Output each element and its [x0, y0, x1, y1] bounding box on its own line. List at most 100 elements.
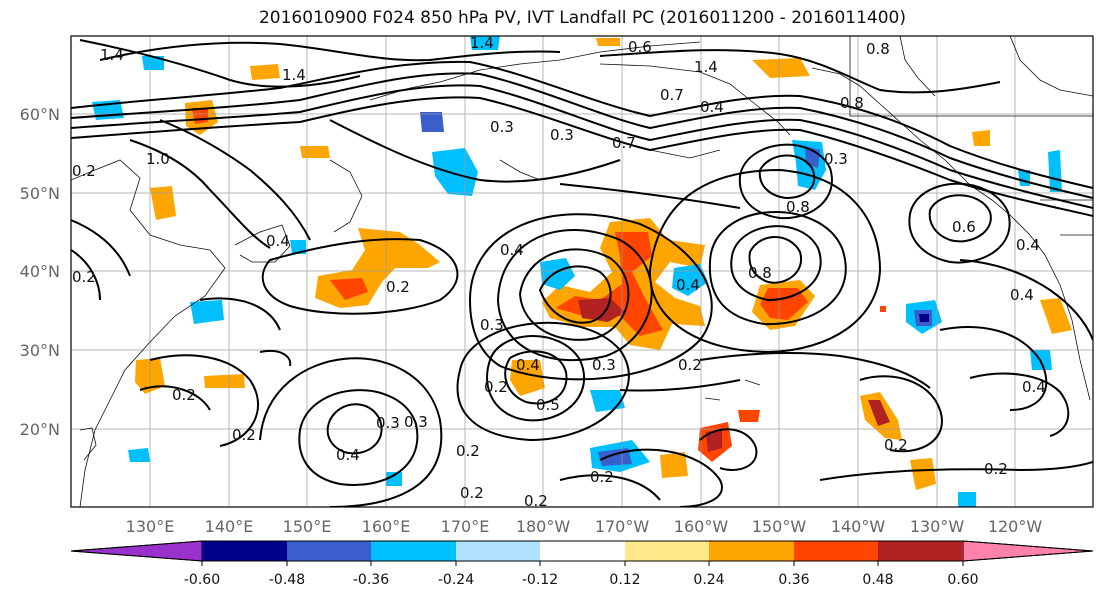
- pv-contours: [71, 39, 1093, 507]
- pv-blob: [330, 278, 368, 300]
- contour-label: 0.3: [404, 413, 428, 431]
- lat-labels: 60°N 50°N 40°N 30°N 20°N: [20, 105, 60, 439]
- colorbar-cell: [709, 541, 794, 561]
- colorbar-ticks: [201, 561, 964, 566]
- contour-label: 1.4: [694, 58, 718, 76]
- pv-blob: [972, 130, 990, 146]
- colorbar: -0.60 -0.48 -0.36 -0.24 -0.12 0.12 0.24 …: [70, 540, 1094, 588]
- contour-label: 0.4: [676, 276, 700, 294]
- contour-label: 0.4: [516, 356, 540, 374]
- contour-label: 0.3: [550, 126, 574, 144]
- pv-blob: [540, 258, 575, 290]
- contour-labels: 1.4 1.4 1.4 0.7 0.8 0.8 0.6 0.3 0.4 0.8 …: [72, 34, 1046, 510]
- colorbar-cell: [202, 541, 287, 561]
- pv-blob: [578, 298, 625, 322]
- contour-label: 0.2: [524, 492, 548, 510]
- contour-label: 1.4: [282, 66, 306, 84]
- pv-blob: [420, 112, 444, 132]
- colorbar-tick-label: 0.24: [693, 572, 724, 588]
- map-frame: [70, 35, 1094, 508]
- colorbar-cell: [625, 541, 709, 561]
- lon-label: 150°W: [752, 517, 807, 536]
- pv-blob: [752, 58, 810, 78]
- pv-blob: [386, 472, 402, 486]
- lon-label: 130°E: [126, 517, 175, 536]
- pv-blob: [868, 400, 890, 426]
- lat-label: 60°N: [20, 105, 60, 124]
- colorbar-cell: [794, 541, 878, 561]
- lon-label: 170°E: [441, 517, 490, 536]
- colorbar-tick-label: 0.12: [609, 572, 640, 588]
- lon-label: 160°W: [674, 517, 729, 536]
- contour-label: 1.4: [100, 46, 124, 64]
- pv-blob: [805, 146, 820, 168]
- contour-label: 0.4: [1022, 378, 1046, 396]
- pv-blob: [738, 410, 760, 422]
- lon-label: 180°W: [516, 517, 571, 536]
- contour-label: 0.8: [748, 264, 772, 282]
- contour-label: 0.4: [1010, 286, 1034, 304]
- lat-label: 40°N: [20, 262, 60, 281]
- pv-blob: [432, 148, 478, 196]
- contour-label: 0.4: [1016, 236, 1040, 254]
- colorbar-cell: [456, 541, 540, 561]
- colorbar-cell: [70, 540, 203, 562]
- pv-blob: [250, 64, 280, 80]
- colorbar-cell: [371, 541, 456, 561]
- pv-blob: [510, 360, 545, 396]
- colorbar-cell: [287, 541, 371, 561]
- colorbar-tick-label: -0.48: [269, 572, 305, 588]
- contour-label: 0.8: [866, 40, 890, 58]
- contour-label: 0.4: [500, 241, 524, 259]
- pv-blob: [128, 448, 150, 462]
- lon-label: 150°E: [283, 517, 332, 536]
- lon-label: 160°E: [362, 517, 411, 536]
- pv-blob: [1040, 298, 1072, 334]
- lat-label: 20°N: [20, 420, 60, 439]
- contour-label: 0.2: [590, 468, 614, 486]
- contour-label: 0.6: [628, 38, 652, 56]
- lon-label: 140°E: [205, 517, 254, 536]
- pv-blob: [760, 288, 808, 320]
- pv-blob: [190, 300, 224, 324]
- lon-labels: 130°E 140°E 150°E 160°E 170°E 180°W 170°…: [126, 517, 1043, 536]
- contour-label: 0.2: [460, 484, 484, 502]
- colorbar-tick-label: -0.36: [353, 572, 389, 588]
- contour-label: 0.8: [840, 94, 864, 112]
- pv-blob: [150, 186, 176, 220]
- pv-blob: [880, 306, 886, 312]
- pv-blob: [1048, 150, 1062, 192]
- contour-label: 0.7: [660, 86, 684, 104]
- contour-label: 0.2: [678, 356, 702, 374]
- contour-label: 1.4: [470, 34, 494, 52]
- contour-label: 0.7: [612, 134, 636, 152]
- contour-label: 1.0: [146, 150, 170, 168]
- pv-shading: [92, 36, 1072, 507]
- lon-label: 130°W: [910, 517, 965, 536]
- colorbar-tick-label: 0.60: [947, 572, 978, 588]
- contour-label: 0.2: [456, 442, 480, 460]
- contour-label: 0.4: [266, 232, 290, 250]
- colorbar-cell: [540, 541, 625, 561]
- contour-label: 0.2: [386, 278, 410, 296]
- contour-label: 0.2: [984, 460, 1008, 478]
- lon-label: 140°W: [831, 517, 886, 536]
- contour-label: 0.5: [536, 396, 560, 414]
- contour-label: 0.3: [376, 414, 400, 432]
- lat-label: 30°N: [20, 341, 60, 360]
- colorbar-tick-label: 0.48: [862, 572, 893, 588]
- lat-label: 50°N: [20, 184, 60, 203]
- pv-blob: [919, 314, 929, 322]
- colorbar-tick-label: -0.12: [522, 572, 558, 588]
- colorbar-tick-label: -0.24: [438, 572, 474, 588]
- contour-label: 0.2: [72, 268, 96, 286]
- pv-blob: [204, 374, 245, 388]
- pv-blob: [706, 430, 722, 452]
- colorbar-cell: [878, 541, 963, 561]
- pv-blob: [660, 452, 688, 478]
- pv-blob: [958, 492, 976, 507]
- pv-blob: [300, 146, 330, 158]
- contour-label: 0.3: [824, 150, 848, 168]
- contour-label: 0.4: [336, 446, 360, 464]
